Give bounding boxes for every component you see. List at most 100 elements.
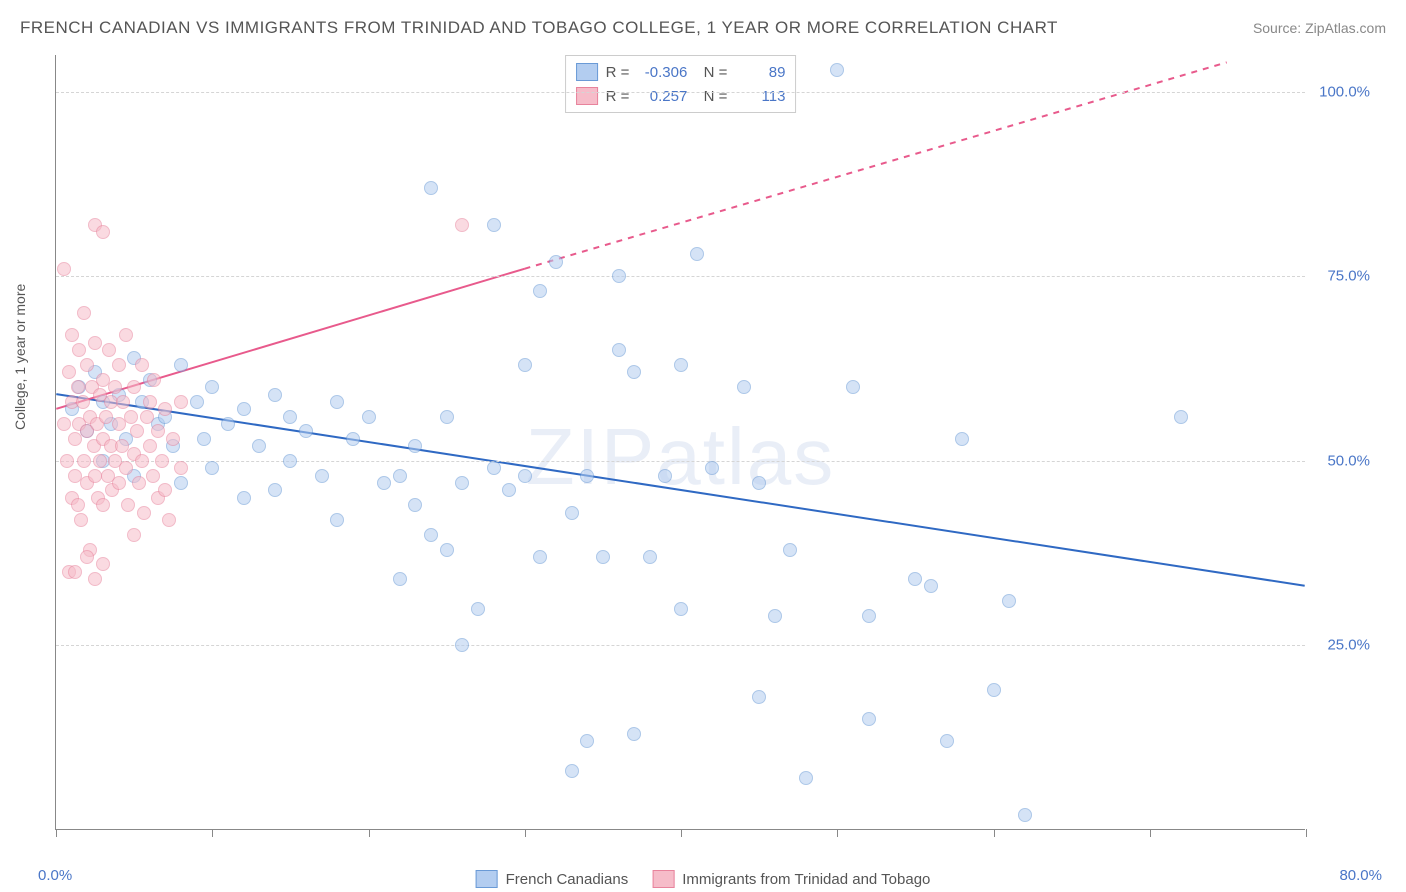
scatter-point xyxy=(112,476,126,490)
scatter-point xyxy=(190,395,204,409)
scatter-point xyxy=(565,764,579,778)
scatter-point xyxy=(1002,594,1016,608)
scatter-point xyxy=(643,550,657,564)
scatter-point xyxy=(549,255,563,269)
scatter-point xyxy=(690,247,704,261)
scatter-point xyxy=(408,439,422,453)
scatter-point xyxy=(135,358,149,372)
scatter-point xyxy=(330,513,344,527)
scatter-point xyxy=(93,454,107,468)
scatter-point xyxy=(580,734,594,748)
scatter-point xyxy=(377,476,391,490)
scatter-point xyxy=(627,365,641,379)
scatter-point xyxy=(237,402,251,416)
legend-r-label: R = xyxy=(606,64,630,81)
scatter-point xyxy=(158,483,172,497)
scatter-point xyxy=(155,454,169,468)
scatter-point xyxy=(146,469,160,483)
scatter-point xyxy=(424,528,438,542)
legend-n-value: 113 xyxy=(735,88,785,105)
scatter-point xyxy=(76,395,90,409)
legend-r-label: R = xyxy=(606,88,630,105)
chart-title: FRENCH CANADIAN VS IMMIGRANTS FROM TRINI… xyxy=(20,18,1058,38)
scatter-point xyxy=(518,469,532,483)
chart-container: FRENCH CANADIAN VS IMMIGRANTS FROM TRINI… xyxy=(0,0,1406,892)
plot-area: ZIPatlas R =-0.306 N =89R =0.257 N =113 … xyxy=(55,55,1305,830)
scatter-point xyxy=(940,734,954,748)
scatter-point xyxy=(658,469,672,483)
scatter-point xyxy=(1018,808,1032,822)
scatter-point xyxy=(132,476,146,490)
scatter-point xyxy=(674,602,688,616)
scatter-point xyxy=(924,579,938,593)
legend-swatch xyxy=(576,63,598,81)
legend-swatch xyxy=(576,87,598,105)
scatter-point xyxy=(57,262,71,276)
scatter-point xyxy=(533,284,547,298)
gridline xyxy=(56,92,1305,93)
scatter-point xyxy=(596,550,610,564)
scatter-point xyxy=(65,328,79,342)
scatter-point xyxy=(96,498,110,512)
scatter-point xyxy=(393,469,407,483)
scatter-point xyxy=(116,395,130,409)
scatter-point xyxy=(330,395,344,409)
legend-n-label: N = xyxy=(695,88,727,105)
scatter-point xyxy=(71,380,85,394)
scatter-point xyxy=(121,498,135,512)
scatter-point xyxy=(74,513,88,527)
scatter-point xyxy=(197,432,211,446)
scatter-point xyxy=(174,461,188,475)
legend-swatch xyxy=(476,870,498,888)
scatter-point xyxy=(768,609,782,623)
scatter-point xyxy=(68,432,82,446)
legend-label: French Canadians xyxy=(506,871,629,888)
scatter-point xyxy=(108,380,122,394)
scatter-point xyxy=(60,454,74,468)
x-tick xyxy=(212,829,213,837)
scatter-point xyxy=(127,380,141,394)
scatter-point xyxy=(612,343,626,357)
scatter-point xyxy=(783,543,797,557)
legend-label: Immigrants from Trinidad and Tobago xyxy=(682,871,930,888)
scatter-point xyxy=(174,358,188,372)
scatter-point xyxy=(221,417,235,431)
scatter-point xyxy=(612,269,626,283)
scatter-point xyxy=(147,373,161,387)
scatter-point xyxy=(705,461,719,475)
scatter-point xyxy=(424,181,438,195)
trend-lines-layer xyxy=(56,55,1305,829)
legend-item: French Canadians xyxy=(476,870,629,888)
scatter-point xyxy=(799,771,813,785)
x-tick xyxy=(1306,829,1307,837)
scatter-point xyxy=(908,572,922,586)
legend-stat-row: R =0.257 N =113 xyxy=(576,84,786,108)
scatter-point xyxy=(166,432,180,446)
x-axis-min-label: 0.0% xyxy=(38,867,72,884)
scatter-point xyxy=(440,410,454,424)
x-tick xyxy=(525,829,526,837)
scatter-point xyxy=(268,483,282,497)
scatter-point xyxy=(752,690,766,704)
scatter-point xyxy=(62,365,76,379)
scatter-point xyxy=(57,417,71,431)
legend-r-value: -0.306 xyxy=(637,64,687,81)
x-axis-max-label: 80.0% xyxy=(1339,867,1382,884)
y-tick-label: 75.0% xyxy=(1327,268,1370,285)
watermark-atlas: atlas xyxy=(656,412,835,501)
scatter-point xyxy=(112,417,126,431)
scatter-point xyxy=(127,528,141,542)
scatter-point xyxy=(393,572,407,586)
scatter-point xyxy=(205,461,219,475)
x-tick xyxy=(837,829,838,837)
scatter-point xyxy=(72,343,86,357)
legend-series: French Canadians Immigrants from Trinidad… xyxy=(476,870,931,888)
scatter-point xyxy=(88,336,102,350)
x-tick xyxy=(1150,829,1151,837)
gridline xyxy=(56,276,1305,277)
y-tick-label: 100.0% xyxy=(1319,83,1370,100)
legend-n-label: N = xyxy=(695,64,727,81)
scatter-point xyxy=(151,424,165,438)
scatter-point xyxy=(674,358,688,372)
scatter-point xyxy=(174,476,188,490)
